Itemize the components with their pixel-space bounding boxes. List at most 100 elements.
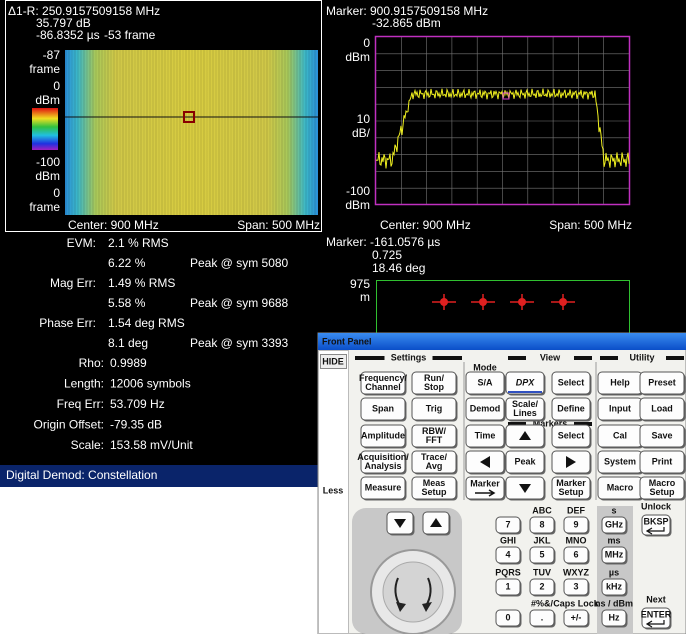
key-caption: s — [611, 505, 616, 515]
key-caption: ABC — [532, 505, 552, 515]
key-label: GHz — [605, 519, 624, 529]
button[interactable] — [411, 424, 457, 448]
spectrogram-header: -53 frame — [104, 28, 156, 42]
button[interactable] — [411, 450, 457, 474]
button-label: Trig — [426, 403, 443, 413]
button-label: Save — [651, 430, 672, 440]
button-label: Macro — [607, 482, 634, 492]
result-value: 12006 symbols — [110, 377, 191, 391]
button[interactable] — [601, 578, 627, 596]
button[interactable] — [495, 516, 521, 534]
result-peak-at: Peak @ sym 3393 — [190, 336, 289, 350]
y-label: -87 — [43, 48, 61, 62]
button[interactable] — [563, 546, 589, 564]
result-rms: 2.1 % RMS — [108, 236, 169, 250]
button-label: Print — [652, 456, 673, 466]
side-strip — [318, 350, 349, 634]
button-label: S/A — [477, 377, 493, 387]
group-label-bg — [618, 352, 666, 364]
key-arrow — [645, 620, 665, 628]
button[interactable] — [360, 424, 406, 448]
y-label: frame — [29, 62, 60, 76]
button[interactable] — [505, 450, 545, 474]
less-label: Less — [323, 485, 344, 495]
result-label: Mag Err: — [50, 276, 96, 290]
constellation-header: Marker: -161.0576 µs — [326, 235, 440, 249]
button[interactable] — [411, 397, 457, 421]
button[interactable] — [495, 609, 521, 627]
button[interactable] — [360, 450, 406, 474]
button-label: Cal — [613, 430, 627, 440]
button-label: Trace/ — [421, 452, 448, 462]
button[interactable] — [411, 371, 457, 395]
button[interactable] — [495, 578, 521, 596]
button-label: Select — [558, 377, 585, 387]
button-label: Channel — [365, 382, 401, 392]
button[interactable] — [601, 609, 627, 627]
hide-button[interactable] — [320, 354, 347, 369]
key-caption: Next — [646, 594, 666, 604]
button[interactable] — [601, 546, 627, 564]
button[interactable] — [551, 424, 591, 448]
key-label: kHz — [606, 581, 623, 591]
spectrogram-header: 35.797 dB — [36, 16, 91, 30]
button[interactable] — [495, 546, 521, 564]
button[interactable] — [551, 371, 591, 395]
button[interactable] — [465, 371, 505, 395]
button[interactable] — [411, 476, 457, 500]
result-peak: 6.22 % — [108, 256, 146, 270]
button-label: Measure — [365, 482, 402, 492]
result-label: Scale: — [71, 438, 104, 452]
button[interactable] — [465, 424, 505, 448]
button[interactable] — [639, 371, 685, 395]
key-caption: JKL — [533, 535, 551, 545]
spectrogram-header: Δ1-R: 250.9157509158 MHz — [8, 4, 160, 18]
result-label: EVM: — [67, 236, 96, 250]
result-label: Origin Offset: — [34, 418, 104, 432]
button[interactable] — [505, 397, 545, 421]
key-label: 1 — [505, 581, 510, 591]
group-label: View — [540, 352, 561, 362]
key-caption: Caps Lock — [553, 598, 600, 608]
group-label: Settings — [391, 352, 427, 362]
button[interactable] — [360, 397, 406, 421]
button[interactable] — [601, 516, 627, 534]
button[interactable] — [551, 476, 591, 500]
point — [518, 298, 526, 306]
button[interactable] — [360, 371, 406, 395]
button[interactable] — [639, 397, 685, 421]
y-label: dB/ — [352, 126, 371, 140]
button[interactable] — [639, 476, 685, 500]
button[interactable] — [529, 578, 555, 596]
button[interactable] — [360, 476, 406, 500]
result-peak: 8.1 deg — [108, 336, 148, 350]
key-label: 8 — [539, 519, 544, 529]
button[interactable] — [563, 609, 589, 627]
spectrum-marker — [502, 92, 510, 100]
footer-span: Span: 500 MHz — [237, 218, 320, 232]
button-label: Help — [610, 377, 630, 387]
spectrogram-texture — [65, 50, 316, 215]
key-label: MHz — [605, 549, 624, 559]
y-label: dBm — [35, 169, 60, 183]
key-caption: DEF — [567, 505, 586, 515]
button[interactable] — [529, 609, 555, 627]
arrow-icon — [566, 456, 576, 468]
key-caption: µs — [609, 567, 619, 577]
button[interactable] — [551, 397, 591, 421]
button[interactable] — [529, 516, 555, 534]
button[interactable] — [639, 450, 685, 474]
button[interactable] — [465, 397, 505, 421]
y-label: 0 — [363, 36, 370, 50]
button[interactable] — [529, 546, 555, 564]
button[interactable] — [563, 578, 589, 596]
window-title: Front Panel — [322, 336, 372, 346]
key-label: +/- — [571, 612, 582, 622]
button-label: Setup — [558, 487, 584, 497]
button-label: Setup — [421, 487, 447, 497]
button[interactable] — [563, 516, 589, 534]
button[interactable] — [505, 371, 545, 395]
group-label: Utility — [629, 352, 654, 362]
result-value: 0.9989 — [110, 356, 147, 370]
button[interactable] — [639, 424, 685, 448]
